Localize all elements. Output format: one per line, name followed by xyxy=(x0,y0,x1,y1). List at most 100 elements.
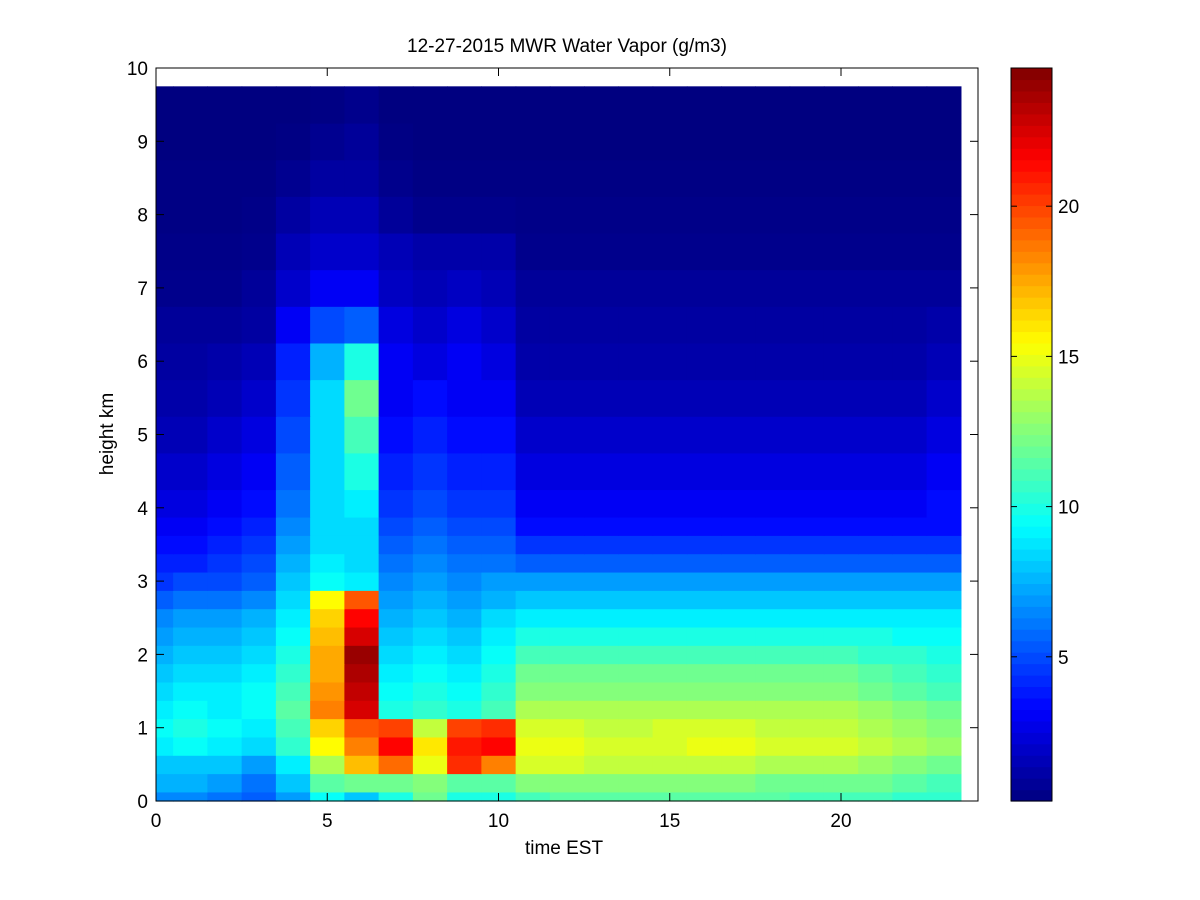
colorbar-swatch xyxy=(1011,251,1052,264)
y-tick-label: 7 xyxy=(137,279,148,300)
heatmap-cell xyxy=(926,626,962,646)
heatmap-cell xyxy=(892,489,928,518)
heatmap-cell xyxy=(549,608,585,628)
heatmap-cell xyxy=(652,86,688,124)
heatmap-cell xyxy=(207,516,243,536)
heatmap-cell xyxy=(721,700,756,720)
heatmap-cell xyxy=(156,516,174,536)
heatmap-cell xyxy=(207,535,243,555)
heatmap-cell xyxy=(652,306,688,344)
heatmap-cell xyxy=(241,736,277,756)
heatmap-cell xyxy=(481,681,517,701)
heatmap-cell xyxy=(515,196,551,234)
heatmap-cell xyxy=(275,663,311,683)
colorbar-swatch xyxy=(1011,560,1052,573)
heatmap-cell xyxy=(549,553,585,573)
heatmap-cell xyxy=(412,342,448,381)
heatmap-cell xyxy=(481,159,517,197)
heatmap-cell xyxy=(858,571,893,591)
heatmap-cell xyxy=(721,342,756,381)
heatmap-cell xyxy=(721,452,756,491)
heatmap-cell xyxy=(310,196,345,234)
colorbar-swatch xyxy=(1011,411,1052,424)
y-tick-label: 3 xyxy=(137,572,148,593)
heatmap-cell xyxy=(652,608,688,628)
heatmap-cell xyxy=(173,755,208,775)
heatmap-cell xyxy=(652,516,688,536)
colorbar-swatch xyxy=(1011,319,1052,333)
heatmap-cell xyxy=(652,736,688,756)
heatmap-cell xyxy=(858,553,893,573)
heatmap-cell xyxy=(275,379,311,417)
heatmap-cell xyxy=(378,86,414,124)
heatmap-cell xyxy=(207,553,243,573)
heatmap-cell xyxy=(549,755,585,775)
heatmap-cell xyxy=(549,86,585,124)
heatmap-cell xyxy=(549,342,585,381)
heatmap-cell xyxy=(892,306,928,344)
colorbar-swatch xyxy=(1011,766,1052,779)
heatmap-cell xyxy=(447,590,482,610)
heatmap-cell xyxy=(275,122,311,161)
heatmap-cell xyxy=(173,122,208,161)
heatmap-cell xyxy=(892,159,928,197)
heatmap-cell xyxy=(310,379,345,417)
heatmap-cell xyxy=(755,452,791,491)
heatmap-cell xyxy=(412,791,448,802)
heatmap-cell xyxy=(173,232,208,271)
colorbar-swatch xyxy=(1011,732,1052,745)
heatmap-cell xyxy=(584,626,619,646)
heatmap-cell xyxy=(241,681,277,701)
heatmap-cell xyxy=(686,196,722,234)
heatmap-cell xyxy=(549,122,585,161)
heatmap-cell xyxy=(789,608,825,628)
heatmap-cell xyxy=(755,755,791,775)
heatmap-cell xyxy=(447,489,482,518)
heatmap-cell xyxy=(378,159,414,197)
heatmap-cell xyxy=(755,269,791,307)
heatmap-cell xyxy=(275,608,311,628)
heatmap-cell xyxy=(858,342,893,381)
colorbar-swatch xyxy=(1011,571,1052,584)
colorbar-swatch xyxy=(1011,79,1052,92)
heatmap-cell xyxy=(755,489,791,518)
heatmap-cell xyxy=(926,342,962,381)
heatmap-cell xyxy=(789,645,825,665)
heatmap-cell xyxy=(926,122,962,161)
heatmap-cell xyxy=(652,773,688,793)
heatmap-cell xyxy=(344,159,380,197)
heatmap-cell xyxy=(584,571,619,591)
heatmap-cell xyxy=(892,736,928,756)
heatmap-cell xyxy=(207,342,243,381)
heatmap-cell xyxy=(549,645,585,665)
heatmap-cell xyxy=(515,516,551,536)
x-tick-label: 0 xyxy=(151,811,162,832)
heatmap-cell xyxy=(789,791,825,802)
heatmap-cell xyxy=(412,489,448,518)
heatmap-cell xyxy=(447,516,482,536)
heatmap-cell xyxy=(789,452,825,491)
heatmap-cell xyxy=(652,416,688,454)
heatmap-cell xyxy=(549,159,585,197)
heatmap-cell xyxy=(584,736,619,756)
heatmap-cell xyxy=(241,452,277,491)
heatmap-cell xyxy=(686,553,722,573)
heatmap-cell xyxy=(721,755,756,775)
heatmap-cell xyxy=(823,232,859,271)
heatmap-cell xyxy=(652,122,688,161)
y-tick-label: 2 xyxy=(137,645,148,666)
heatmap-cell xyxy=(892,452,928,491)
heatmap-cell xyxy=(515,269,551,307)
heatmap-cell xyxy=(344,645,380,665)
heatmap-cell xyxy=(275,590,311,610)
heatmap-cell xyxy=(378,663,414,683)
heatmap-cell xyxy=(447,700,482,720)
heatmap-cell xyxy=(721,773,756,793)
heatmap-cell xyxy=(156,553,174,573)
heatmap-cell xyxy=(515,791,551,802)
heatmap-cell xyxy=(481,663,517,683)
heatmap-cell xyxy=(344,736,380,756)
heatmap-cell xyxy=(926,379,962,417)
heatmap-cell xyxy=(156,416,174,454)
heatmap-cell xyxy=(241,535,277,555)
